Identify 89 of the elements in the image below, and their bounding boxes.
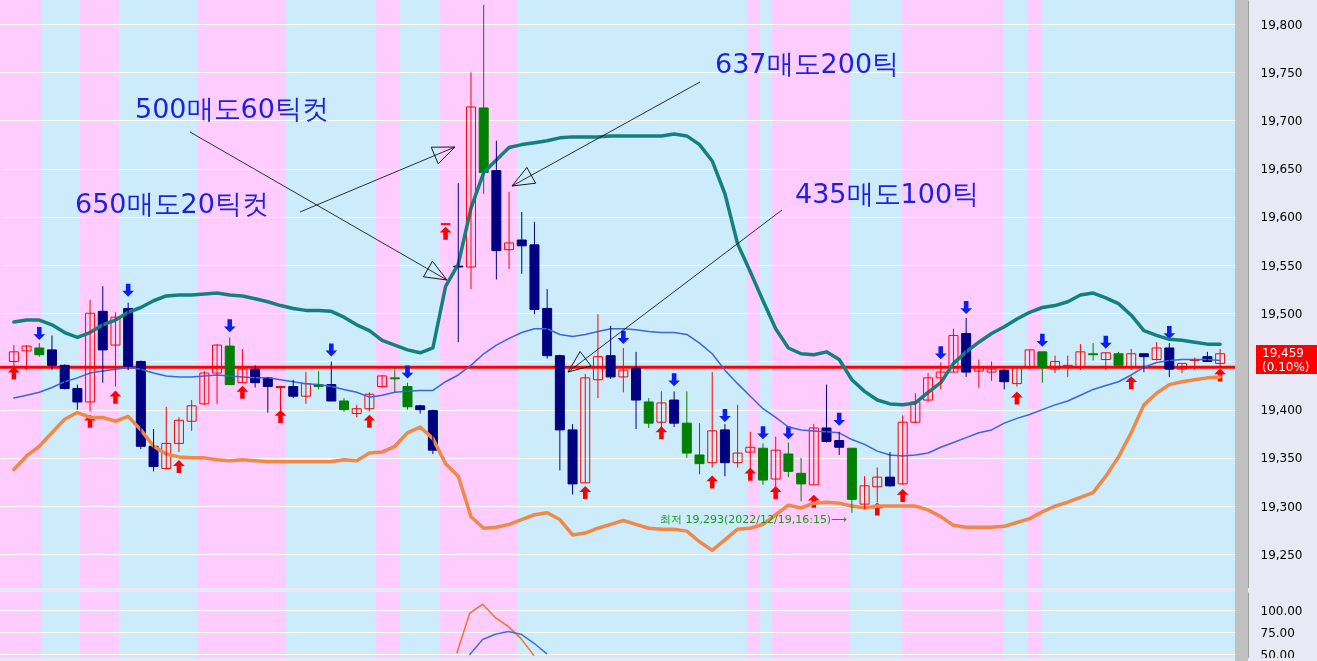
candlestick [694,422,705,475]
candlestick [173,416,184,453]
candlestick [821,384,832,443]
candlestick [923,372,934,403]
point [668,373,680,387]
y-tick-label: 19,250 [1260,547,1303,562]
y-tick-label: 19,350 [1260,451,1303,466]
candlestick [516,211,527,275]
candlestick [834,431,845,456]
candlestick [681,390,692,459]
candlestick [732,404,743,469]
point [719,408,731,422]
candlestick [504,191,515,270]
y-tick-label: 100.00 [1260,603,1303,618]
y-tick-label: 19,500 [1260,306,1303,321]
candlestick [567,423,578,495]
y-tick-label: 19,300 [1260,499,1303,514]
point [439,226,452,240]
annotation: 650매도20틱컷 [75,188,269,219]
candlestick [72,384,83,411]
y-tick-label: 75.00 [1260,625,1295,640]
point [833,412,846,426]
candlestick [186,399,197,432]
candlestick [529,221,540,315]
point [325,343,338,357]
point [934,346,947,360]
point [769,486,782,500]
point [8,366,20,380]
text: 19,459 [1262,346,1304,360]
candlestick [580,373,591,484]
candlestick [605,325,616,380]
point [223,319,236,333]
point [1163,326,1176,340]
point [655,426,668,440]
candlestick [491,140,502,281]
point [363,414,376,428]
candlestick [1113,351,1124,366]
point [617,330,630,344]
line-series [469,630,548,656]
candlestick [351,404,362,418]
point [744,467,757,481]
point [579,486,592,500]
candlestick [389,366,400,393]
candlestick [783,441,794,478]
y-tick-label: 19,750 [1260,65,1303,80]
point [896,488,909,502]
point [274,409,287,423]
candlestick [199,370,210,406]
point [1125,376,1138,390]
candlestick [910,392,921,424]
y-tick-label: 19,800 [1260,17,1303,32]
candlestick [808,423,819,486]
candlestick [465,71,476,290]
point [173,460,185,474]
line-series [456,603,535,657]
candlestick [1151,341,1162,362]
point [960,300,973,315]
y-tick-label: 19,600 [1260,210,1303,225]
candlestick [402,382,413,411]
text: (0.10%) [1262,360,1310,374]
point [236,385,249,399]
point [782,426,795,440]
candlestick [161,406,172,470]
point [757,426,769,440]
candlestick [643,397,654,429]
y-tick-label: 19,400 [1260,403,1303,418]
point [1036,333,1049,347]
candlestick [707,371,718,469]
candlestick [364,391,375,413]
point [401,365,414,379]
candlestick [377,374,388,388]
annotation: 637매도200틱 [715,48,900,79]
candlestick [440,223,451,226]
point [109,390,122,404]
candlestick [300,371,311,405]
annotation: 500매도60틱컷 [135,93,329,124]
candlestick [1037,351,1048,384]
candlestick [415,404,426,415]
candlestick [859,475,870,510]
point [33,327,46,341]
y-tick-label: 19,700 [1260,113,1303,128]
point [706,475,719,489]
point [1011,391,1023,405]
candlestick [897,414,908,486]
candlestick [288,379,299,399]
y-tick-label: 19,550 [1260,258,1303,273]
y-tick-label: 19,650 [1260,162,1303,177]
annotation: 435매도100틱 [795,178,980,209]
candlestick [34,342,45,358]
